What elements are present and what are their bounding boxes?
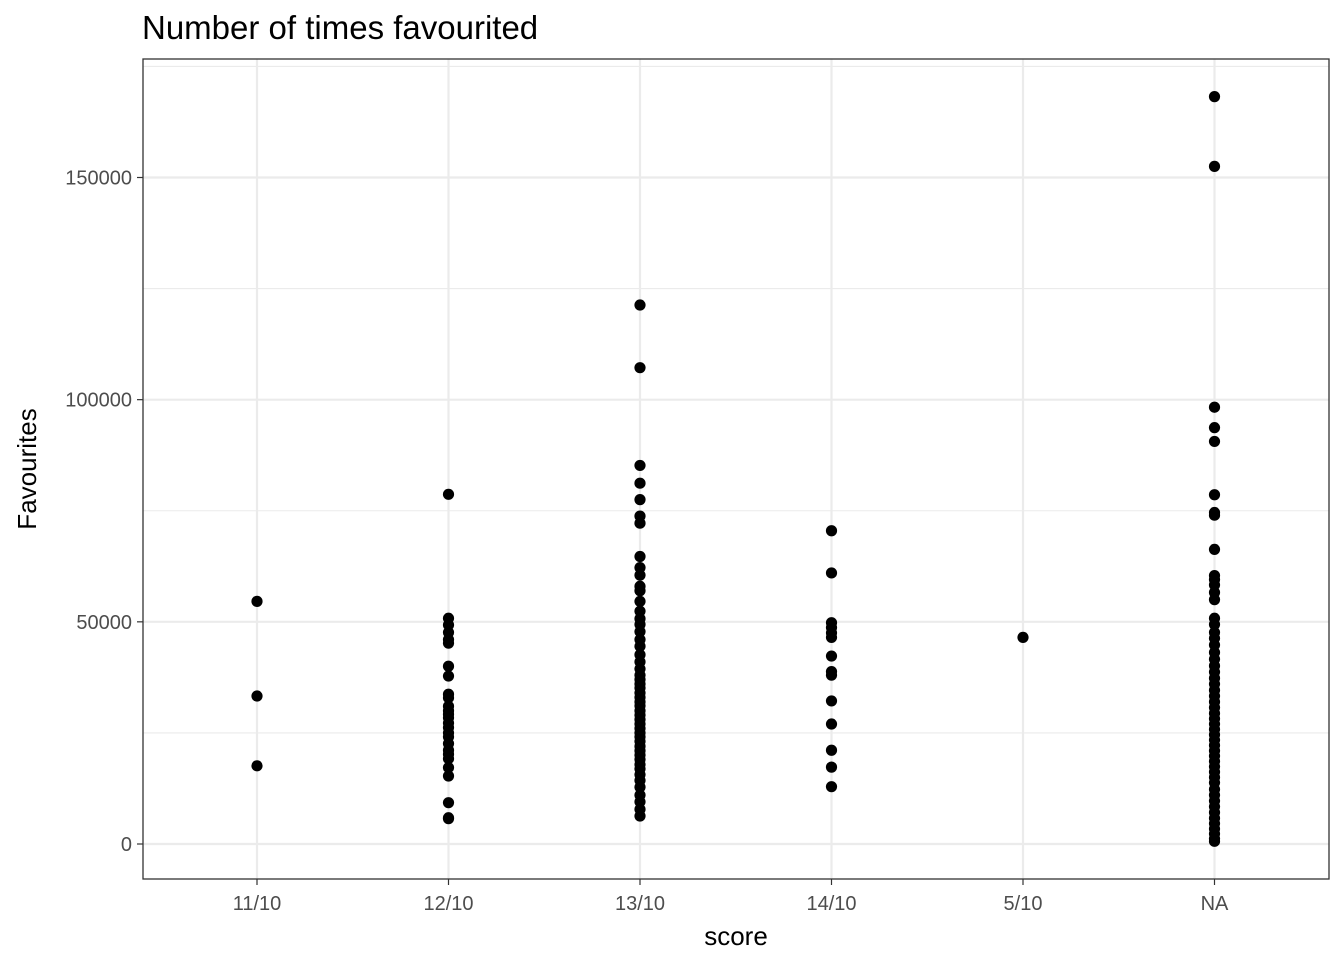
data-point	[634, 299, 646, 311]
data-point	[634, 626, 646, 638]
data-point	[825, 761, 838, 773]
x-tick-label: 11/10	[233, 893, 282, 915]
x-tick-label: 12/10	[423, 893, 473, 915]
data-point	[442, 797, 455, 809]
data-point	[634, 569, 646, 581]
x-tick-label: 13/10	[615, 893, 665, 915]
data-point	[825, 781, 838, 793]
data-point	[1208, 835, 1221, 847]
data-point	[634, 595, 646, 607]
data-point	[442, 770, 455, 782]
data-point	[825, 631, 838, 643]
data-point	[251, 760, 263, 772]
data-point	[442, 813, 455, 825]
data-point	[634, 550, 646, 563]
data-point	[442, 761, 455, 774]
data-point	[1208, 401, 1221, 413]
data-point	[825, 525, 838, 537]
x-axis: 11/10 12/10 13/10 14/10 5/10 NA	[233, 879, 1229, 915]
y-axis: 0 50000 100000 150000	[65, 168, 143, 856]
data-point	[825, 567, 838, 579]
data-point	[1208, 91, 1221, 103]
data-point	[442, 660, 455, 672]
chart-title: Number of times favourited	[142, 9, 538, 46]
panel-border	[142, 58, 1330, 880]
data-point	[1208, 509, 1221, 521]
data-point	[1017, 631, 1029, 643]
data-point	[634, 640, 646, 652]
data-point	[825, 695, 838, 707]
data-point	[634, 459, 646, 472]
x-tick-label: 5/10	[1004, 893, 1043, 915]
y-axis-title: Favourites	[12, 408, 42, 529]
data-point	[442, 637, 455, 649]
data-point	[825, 650, 838, 662]
data-point	[251, 595, 263, 607]
data-point	[1208, 618, 1221, 631]
data-point	[251, 690, 263, 702]
data-points	[251, 91, 1221, 847]
x-tick-label: 14/10	[806, 893, 856, 915]
data-point	[442, 692, 455, 704]
y-tick-label: 150000	[65, 168, 132, 190]
data-point	[442, 670, 455, 682]
data-point	[1208, 160, 1221, 172]
data-point	[825, 744, 838, 756]
data-point	[634, 517, 646, 529]
data-point	[634, 810, 646, 822]
y-tick-label: 50000	[76, 612, 132, 634]
data-point	[1208, 422, 1221, 434]
data-point	[1208, 489, 1221, 501]
data-point	[442, 753, 455, 765]
data-point	[634, 477, 646, 489]
data-point	[1208, 594, 1221, 606]
data-point	[634, 781, 646, 793]
data-point	[634, 362, 646, 374]
x-axis-title: score	[704, 921, 768, 951]
data-point	[825, 669, 838, 681]
grid-lines	[143, 59, 1329, 879]
data-point	[825, 718, 838, 730]
data-point	[634, 494, 646, 506]
data-point	[1208, 543, 1221, 556]
y-tick-label: 100000	[65, 390, 132, 412]
data-point	[442, 488, 455, 500]
data-point	[1208, 435, 1221, 448]
data-point	[634, 585, 646, 597]
x-tick-label: NA	[1201, 893, 1229, 915]
y-tick-label: 0	[121, 834, 132, 856]
